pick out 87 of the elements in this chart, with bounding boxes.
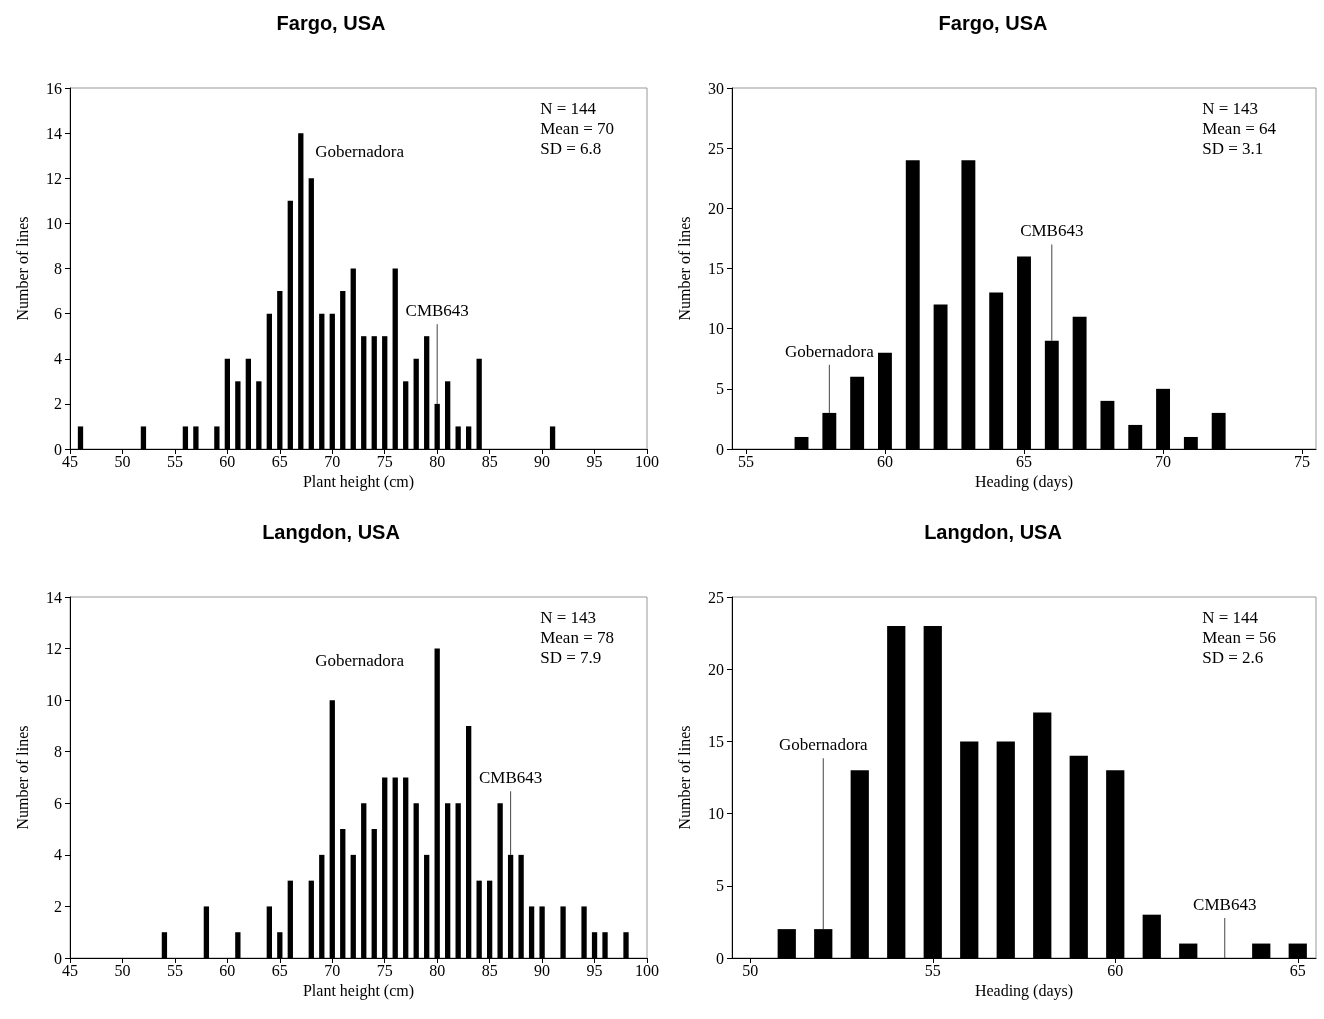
x-tick-label: 90 (534, 452, 551, 470)
annotation: N = 143 Mean = 78 SD = 7.9 (540, 607, 614, 667)
chart-title: Langdon, USA (924, 521, 1062, 543)
x-tick-label: 70 (324, 961, 341, 979)
y-tick-label: 2 (54, 395, 62, 413)
x-tick-label: 55 (166, 452, 183, 470)
y-tick-label: 30 (708, 79, 724, 97)
x-tick-label: 75 (376, 452, 393, 470)
x-axis-title: Plant height (cm) (302, 982, 415, 1001)
x-tick-label: 70 (1155, 452, 1172, 470)
y-tick-label: 8 (54, 743, 62, 761)
x-tick-label: 60 (219, 961, 236, 979)
x-tick-label: 65 (271, 452, 288, 470)
y-tick-label: 0 (716, 440, 724, 458)
x-tick-label: 75 (376, 961, 393, 979)
y-tick-label: 6 (54, 305, 62, 323)
x-tick-label: 65 (1289, 961, 1306, 979)
x-tick-label: 85 (481, 452, 498, 470)
y-tick-label: 14 (46, 124, 62, 142)
y-tick-label: 6 (54, 794, 62, 812)
y-tick-label: 12 (46, 640, 62, 658)
x-tick-label: 60 (876, 452, 893, 470)
x-tick-label: 50 (114, 452, 131, 470)
y-tick-label: 0 (716, 949, 724, 967)
x-tick-label: 80 (429, 452, 446, 470)
x-tick-label: 55 (924, 961, 941, 979)
annotation: N = 143 Mean = 64 SD = 3.1 (1202, 98, 1277, 158)
y-tick-label: 5 (716, 877, 724, 895)
x-tick-label: 70 (324, 452, 341, 470)
y-tick-label: 2 (54, 897, 62, 915)
y-axis-title: Number of lines (13, 725, 31, 830)
x-tick-label: 95 (586, 452, 603, 470)
annotation: CMB643 (1020, 221, 1084, 241)
y-tick-label: 20 (708, 660, 724, 678)
y-tick-label: 15 (708, 260, 724, 277)
annotation: Gobernadora (315, 651, 405, 670)
annotation: CMB643 (405, 301, 469, 321)
chart-title: Fargo, USA (938, 12, 1048, 34)
x-tick-label: 60 (1107, 961, 1124, 979)
y-tick-label: 0 (54, 440, 62, 458)
y-axis-title: Number of lines (675, 216, 693, 321)
y-tick-label: 4 (54, 846, 62, 864)
chart-title: Fargo, USA (276, 12, 386, 34)
x-tick-label: 95 (586, 961, 603, 979)
x-tick-label: 55 (166, 961, 183, 979)
ref-line-label: CMB643 (1193, 895, 1257, 914)
x-tick-label: 75 (1294, 452, 1311, 470)
x-tick-label: 50 (114, 961, 131, 979)
y-tick-label: 10 (708, 320, 724, 338)
y-tick-label: 10 (708, 805, 724, 823)
y-tick-label: 12 (46, 169, 62, 187)
y-tick-label: 20 (708, 199, 724, 217)
y-tick-label: 10 (46, 691, 62, 709)
annotation: CMB643 (478, 768, 543, 788)
x-tick-label: 100 (635, 452, 659, 470)
x-tick-label: 65 (271, 961, 288, 979)
y-tick-label: 4 (54, 350, 62, 368)
y-tick-label: 5 (716, 380, 724, 398)
chart-title: Langdon, USA (262, 521, 400, 543)
x-tick-label: 90 (534, 961, 551, 979)
y-tick-label: 14 (46, 588, 62, 606)
annotation: Gobernadora (778, 735, 869, 755)
y-tick-label: 10 (46, 214, 62, 232)
x-tick-label: 60 (219, 452, 236, 470)
x-tick-label: 45 (62, 961, 78, 979)
y-axis-title: Number of lines (675, 725, 693, 830)
y-tick-label: 0 (54, 949, 62, 967)
x-tick-label: 65 (1016, 452, 1032, 470)
x-tick-label: 45 (62, 452, 78, 470)
x-tick-label: 100 (635, 961, 659, 979)
annotation: Gobernadora (784, 341, 875, 361)
x-axis-title: Heading (days) (974, 982, 1074, 1001)
annotation: N = 144 Mean = 56 SD = 2.6 (1202, 607, 1276, 667)
x-axis-title: Plant height (cm) (302, 473, 415, 492)
y-tick-label: 8 (54, 260, 62, 277)
y-tick-label: 25 (708, 588, 724, 606)
y-tick-label: 16 (46, 79, 62, 97)
y-tick-label: 15 (708, 732, 724, 750)
x-tick-label: 50 (742, 961, 759, 979)
y-axis-title: Number of lines (13, 216, 31, 321)
x-axis-title: Heading (days) (974, 473, 1074, 492)
annotation: N = 144 Mean = 70 SD = 6.8 (540, 98, 614, 158)
x-tick-label: 80 (429, 961, 446, 979)
y-tick-label: 25 (708, 139, 724, 157)
x-tick-label: 55 (737, 452, 754, 470)
x-tick-label: 85 (481, 961, 498, 979)
annotation: Gobernadora (315, 142, 405, 161)
